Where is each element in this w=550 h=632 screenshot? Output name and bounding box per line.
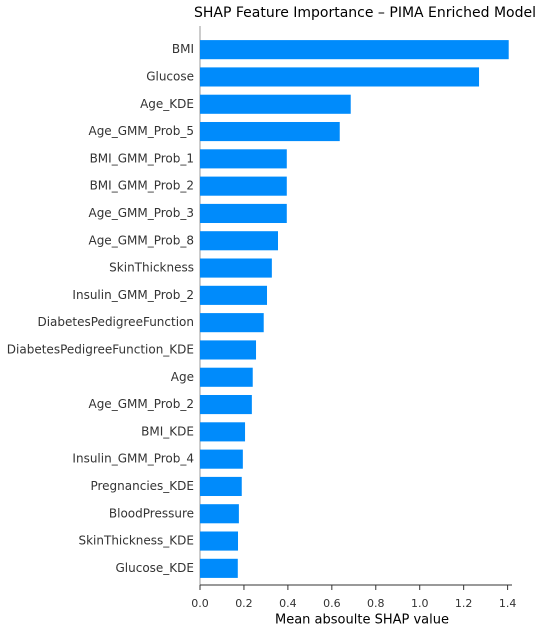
bar [200, 231, 278, 251]
bar [200, 367, 253, 387]
bar [200, 40, 509, 60]
y-tick-label: Age_GMM_Prob_5 [88, 124, 194, 138]
y-tick-label: Age_GMM_Prob_8 [88, 233, 194, 247]
y-tick-label: BMI [172, 42, 194, 56]
bar [200, 313, 264, 333]
y-tick-label: Insulin_GMM_Prob_4 [72, 452, 194, 466]
bar [200, 258, 272, 278]
y-tick-label: BMI_GMM_Prob_1 [90, 151, 194, 165]
x-tick-label: 0.6 [323, 597, 341, 610]
y-tick-label: BMI_KDE [141, 424, 194, 438]
y-tick-label: Age_GMM_Prob_2 [88, 397, 194, 411]
x-tick-label: 1.2 [455, 597, 473, 610]
bar [200, 476, 242, 497]
bar [200, 203, 287, 224]
bar [200, 449, 243, 469]
x-tick-label: 0.0 [191, 597, 209, 610]
y-tick-label: Pregnancies_KDE [90, 479, 194, 493]
bar [200, 121, 340, 142]
bar [200, 504, 239, 524]
chart-title: SHAP Feature Importance – PIMA Enriched … [194, 5, 536, 21]
x-axis-label: Mean absoulte SHAP value [275, 613, 449, 628]
x-tick-label: 0.8 [367, 597, 385, 610]
bar [200, 67, 480, 87]
y-tick-label: DiabetesPedigreeFunction_KDE [7, 342, 194, 356]
bar [200, 558, 238, 578]
y-tick-label: Glucose_KDE [115, 561, 194, 575]
bar [200, 422, 246, 442]
bar [200, 176, 287, 196]
bar [200, 149, 287, 169]
y-tick-label: BMI_GMM_Prob_2 [90, 179, 194, 193]
x-tick-label: 0.2 [235, 597, 253, 610]
y-tick-label: DiabetesPedigreeFunction [37, 315, 194, 329]
y-tick-label: Insulin_GMM_Prob_2 [72, 288, 194, 302]
bar [200, 285, 268, 305]
bar [200, 340, 257, 360]
y-tick-label: Age_KDE [140, 97, 194, 111]
bar [200, 394, 252, 415]
x-tick-label: 1.0 [411, 597, 429, 610]
y-tick-label: Age_GMM_Prob_3 [88, 206, 194, 220]
y-tick-label: SkinThickness_KDE [78, 534, 194, 548]
y-tick-label: SkinThickness [109, 261, 194, 275]
y-tick-label: BloodPressure [109, 506, 194, 520]
y-tick-label: Age [171, 370, 194, 384]
y-tick-label: Glucose [146, 69, 194, 83]
bar [200, 531, 239, 551]
x-tick-label: 0.4 [279, 597, 297, 610]
bar [200, 94, 351, 114]
x-tick-label: 1.4 [499, 597, 517, 610]
